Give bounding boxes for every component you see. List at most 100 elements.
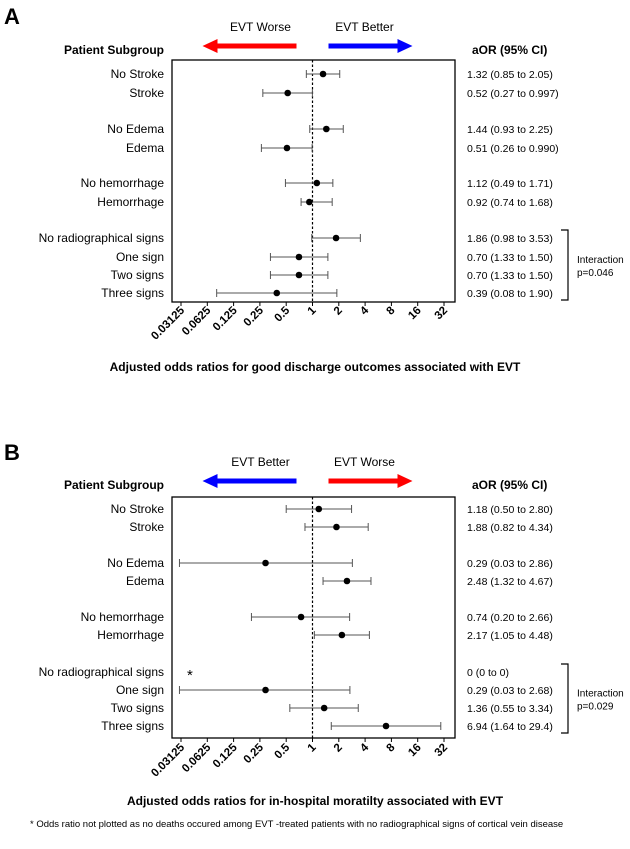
point-estimate — [320, 704, 328, 712]
x-tick-label: 0.25 — [242, 304, 267, 329]
subgroup-label: Stroke — [129, 520, 164, 534]
interaction-p-value: p=0.029 — [577, 702, 614, 713]
subgroup-label: Stroke — [129, 86, 164, 100]
x-tick-label: 16 — [406, 305, 424, 323]
forest-row: Edema 0.51 (0.26 to 0.990) — [126, 141, 559, 155]
right-arrow-label: EVT Worse — [334, 455, 395, 469]
point-estimate — [295, 253, 303, 261]
x-tick-label: 16 — [406, 742, 424, 760]
point-estimate — [343, 577, 351, 585]
subgroup-label: Three signs — [101, 719, 164, 733]
x-tick-label: 8 — [385, 741, 398, 754]
forest-row: No Edema 0.29 (0.03 to 2.86) — [107, 556, 553, 570]
subgroup-label: No Stroke — [111, 67, 165, 81]
x-tick-label: 1 — [306, 304, 319, 317]
not-plotted-marker: * — [187, 667, 193, 684]
forest-row: No hemorrhage 0.74 (0.20 to 2.66) — [81, 610, 553, 624]
estimate-text: 0.74 (0.20 to 2.66) — [467, 612, 553, 624]
x-tick-label: 2 — [332, 742, 345, 755]
subgroup-label: Two signs — [111, 701, 164, 715]
x-tick-label: 2 — [332, 305, 345, 318]
point-estimate — [319, 70, 327, 78]
point-estimate — [332, 234, 340, 242]
x-tick-label: 1 — [306, 741, 319, 754]
estimate-text: 0.39 (0.08 to 1.90) — [467, 288, 553, 300]
x-tick-label: 8 — [385, 304, 398, 317]
interaction-label: Interaction — [577, 689, 624, 700]
forest-row: No radiographical signs 0 (0 to 0) * — [39, 665, 509, 684]
panel-a: A Patient Subgroup aOR (95% CI) EVT Worse EV… — [4, 4, 624, 374]
forest-plot-figure: A Patient Subgroup aOR (95% CI) EVT Worse EV… — [4, 4, 624, 808]
estimate-text: 0.29 (0.03 to 2.68) — [467, 685, 553, 697]
estimate-text: 1.88 (0.82 to 4.34) — [467, 522, 553, 534]
forest-row: Stroke 1.88 (0.82 to 4.34) — [129, 520, 553, 534]
interaction-bracket — [561, 229, 569, 301]
footnote: * Odds ratio not plotted as no deaths oc… — [30, 819, 564, 830]
left-arrow-label: EVT Worse — [230, 20, 291, 34]
interaction-p-value: p=0.046 — [577, 268, 614, 279]
subgroup-label: Hemorrhage — [97, 195, 164, 209]
estimate-text: 0.70 (1.33 to 1.50) — [467, 270, 553, 282]
point-estimate — [283, 144, 291, 152]
right-arrow-head — [397, 474, 413, 488]
x-tick-label: 0.5 — [273, 741, 293, 761]
subgroup-label: Edema — [126, 574, 164, 588]
point-estimate — [313, 179, 321, 187]
x-axis-title: Adjusted odds ratios for good discharge … — [110, 360, 521, 374]
panel-b: B Patient Subgroup aOR (95% CI) EVT Better E… — [4, 440, 624, 808]
subgroup-label: No hemorrhage — [81, 610, 165, 624]
point-estimate — [323, 125, 330, 133]
forest-row: Two signs 1.36 (0.55 to 3.34) — [111, 701, 553, 715]
point-estimate — [306, 198, 313, 206]
forest-row: Three signs 6.94 (1.64 to 29.4) — [101, 719, 553, 733]
estimate-text: 1.36 (0.55 to 3.34) — [467, 703, 553, 715]
panel-label: A — [4, 4, 20, 29]
forest-row: No Stroke 1.18 (0.50 to 2.80) — [111, 502, 553, 516]
forest-row: Hemorrhage 0.92 (0.74 to 1.68) — [97, 195, 553, 209]
estimate-text: 2.17 (1.05 to 4.48) — [467, 630, 553, 642]
forest-row: Edema 2.48 (1.32 to 4.67) — [126, 574, 553, 588]
point-estimate — [333, 523, 340, 531]
subgroup-label: No radiographical signs — [39, 231, 164, 245]
estimate-text: 1.18 (0.50 to 2.80) — [467, 504, 553, 516]
point-estimate — [262, 686, 269, 694]
x-tick-label: 0.25 — [242, 741, 267, 766]
forest-row: No radiographical signs 1.86 (0.98 to 3.5… — [39, 231, 553, 245]
forest-row: Three signs 0.39 (0.08 to 1.90) — [101, 286, 553, 300]
point-estimate — [262, 559, 269, 567]
estimate-text: 1.44 (0.93 to 2.25) — [467, 124, 553, 136]
estimate-text: 0 (0 to 0) — [467, 667, 509, 679]
point-estimate — [315, 505, 323, 513]
subgroup-header: Patient Subgroup — [64, 43, 164, 57]
point-estimate — [297, 613, 305, 621]
left-arrow-label: EVT Better — [231, 455, 289, 469]
plot-frame — [171, 59, 456, 303]
right-arrow-label: EVT Better — [335, 20, 393, 34]
forest-row: One sign 0.29 (0.03 to 2.68) — [116, 683, 553, 697]
subgroup-label: Three signs — [101, 286, 164, 300]
estimate-text: 0.52 (0.27 to 0.997) — [467, 88, 559, 100]
subgroup-label: One sign — [116, 250, 164, 264]
subgroup-label: No radiographical signs — [39, 665, 164, 679]
interaction-bracket — [561, 663, 569, 734]
left-arrow-head — [202, 39, 218, 53]
subgroup-label: Edema — [126, 141, 164, 155]
estimate-text: 1.86 (0.98 to 3.53) — [467, 233, 553, 245]
forest-row: One sign 0.70 (1.33 to 1.50) — [116, 250, 553, 264]
estimate-text: 2.48 (1.32 to 4.67) — [467, 576, 553, 588]
subgroup-label: Two signs — [111, 268, 164, 282]
interaction-label: Interaction — [577, 255, 624, 266]
panel-label: B — [4, 440, 20, 465]
x-tick-label: 32 — [433, 305, 451, 323]
forest-row: No hemorrhage 1.12 (0.49 to 1.71) — [81, 176, 553, 190]
point-estimate — [284, 89, 291, 97]
point-estimate — [295, 271, 303, 279]
subgroup-label: No Edema — [107, 556, 164, 570]
estimate-text: 1.12 (0.49 to 1.71) — [467, 178, 553, 190]
estimate-text: 6.94 (1.64 to 29.4) — [467, 721, 553, 733]
x-tick-label: 0.03125 — [149, 741, 187, 779]
x-tick-label: 4 — [358, 304, 371, 317]
left-arrow-head — [202, 474, 218, 488]
point-estimate — [338, 631, 346, 639]
x-tick-label: 32 — [433, 742, 451, 760]
